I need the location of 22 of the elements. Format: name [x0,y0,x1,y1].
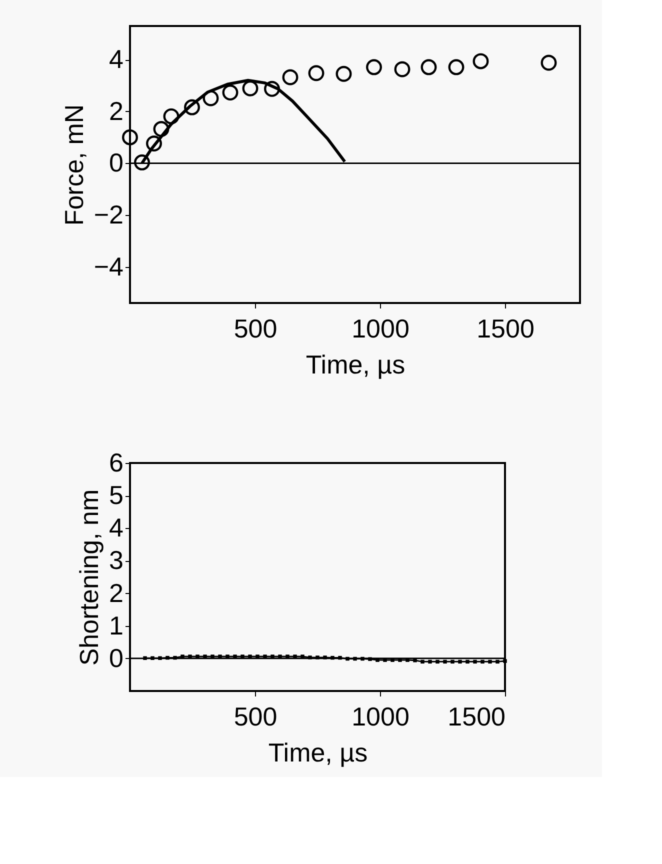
y-tick-label: 4 [109,44,124,74]
x-tick-label: 500 [234,314,278,344]
y-tick-label: 6 [109,448,124,478]
y-tick-label: 5 [109,480,124,510]
x-axis-title: Time, µs [268,738,368,768]
y-tick-label: 3 [109,545,124,576]
y-axis-title: Force, mN [58,104,89,226]
y-tick-label: 2 [109,578,124,608]
x-tick-label: 1500 [448,702,506,732]
x-tick-label: 1500 [476,314,534,344]
y-tick-label: 4 [109,512,124,543]
x-tick-label: 1000 [352,702,410,732]
x-tick-label: 500 [234,702,278,732]
y-tick-label: 2 [109,96,124,126]
y-tick-label: 0 [109,642,124,673]
y-axis-title: Shortening, nm [74,489,104,666]
x-tick-label: 1000 [352,314,410,344]
y-tick-label: −4 [94,251,124,282]
y-tick-label: 1 [109,610,124,640]
x-axis-title: Time, µs [306,350,406,380]
y-tick-label: 0 [109,148,124,178]
y-tick-label: −2 [94,199,124,230]
